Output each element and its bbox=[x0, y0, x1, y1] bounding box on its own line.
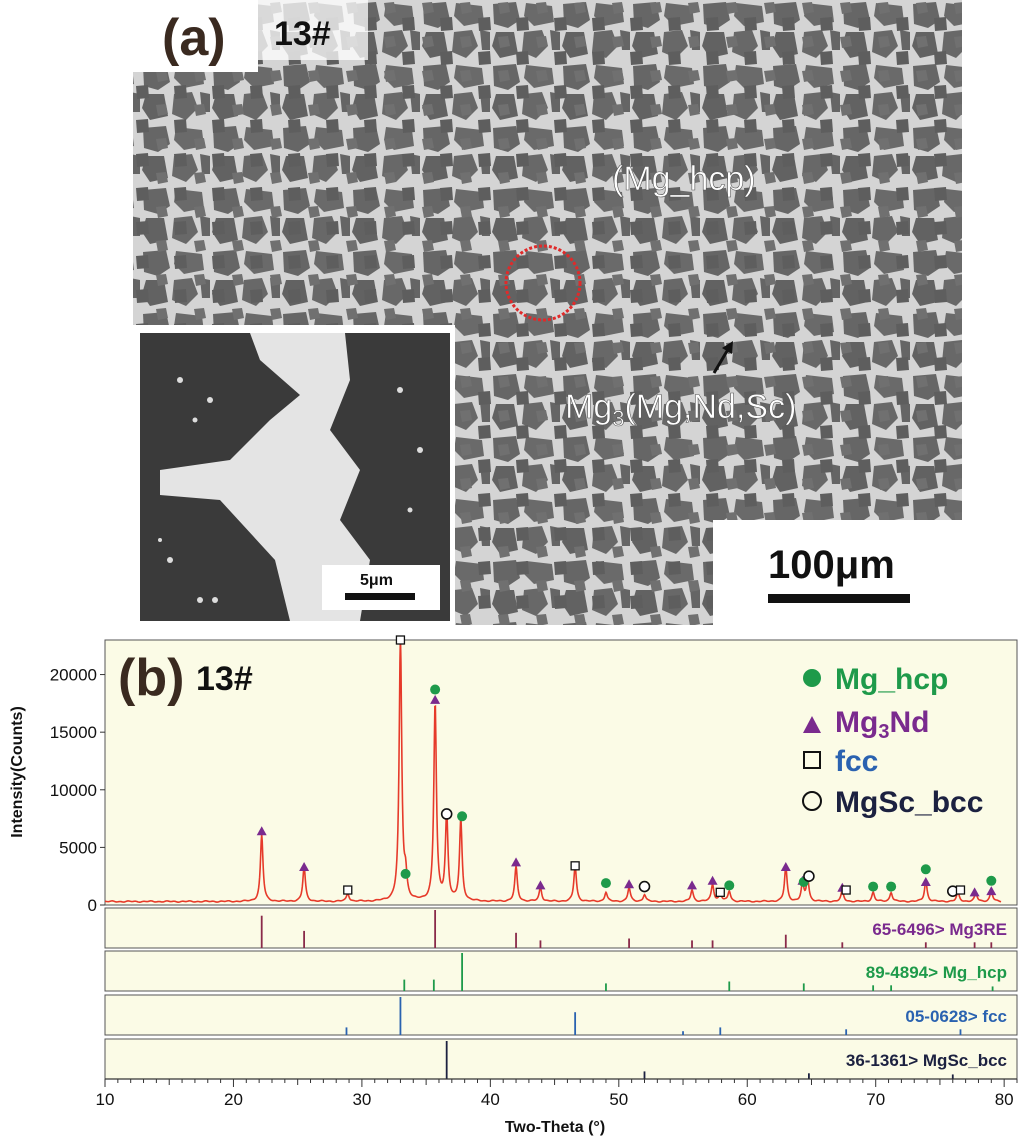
marker-mg-hcp bbox=[430, 684, 441, 695]
y-tick-label: 0 bbox=[88, 896, 97, 915]
marker-mg3nd bbox=[969, 887, 980, 897]
marker-mg3nd bbox=[920, 876, 931, 886]
y-axis-label: Intensity(Counts) bbox=[9, 706, 26, 838]
legend-marker-fcc bbox=[803, 751, 821, 769]
reference-label: 65-6496> Mg3RE bbox=[872, 920, 1007, 939]
y-tick-label: 15000 bbox=[50, 723, 97, 742]
x-tick-label: 30 bbox=[352, 1090, 371, 1109]
marker-fcc bbox=[343, 885, 353, 895]
marker-mg-hcp bbox=[600, 878, 611, 889]
phase-label-mg3: Mg3(Mg,Nd,Sc) bbox=[565, 388, 796, 431]
reference-label: 05-0628> fcc bbox=[905, 1007, 1007, 1026]
x-tick-label: 70 bbox=[866, 1090, 885, 1109]
marker-fcc bbox=[841, 885, 851, 895]
marker-mg3nd bbox=[299, 861, 310, 871]
inset-scale-bar bbox=[345, 593, 415, 600]
y-tick-label: 20000 bbox=[50, 666, 97, 685]
x-axis-label: Two-Theta (°) bbox=[505, 1119, 605, 1136]
legend-marker-mg3nd bbox=[803, 716, 821, 733]
marker-fcc bbox=[395, 635, 406, 645]
inset-scale-label: 5μm bbox=[360, 572, 393, 589]
marker-fcc bbox=[715, 887, 725, 897]
scale-bar-label: 100μm bbox=[768, 543, 895, 587]
marker-mg3nd bbox=[780, 861, 791, 871]
x-tick-label: 20 bbox=[224, 1090, 243, 1109]
x-tick-label: 10 bbox=[96, 1090, 115, 1109]
reference-panel bbox=[104, 950, 1018, 992]
reference-patterns: 65-6496> Mg3RE 89-4894> Mg_hcp 05-0628> fc… bbox=[104, 907, 1018, 1080]
phase-markers bbox=[256, 635, 997, 897]
reference-panel bbox=[104, 907, 1018, 949]
legend-marker-bcc bbox=[802, 791, 822, 811]
marker-mgsc-bcc bbox=[440, 808, 453, 820]
legend-label-fcc: fcc bbox=[835, 745, 878, 778]
scale-bar bbox=[768, 594, 910, 603]
marker-mg3nd bbox=[687, 880, 698, 890]
marker-fcc bbox=[955, 885, 966, 895]
marker-mg-hcp bbox=[400, 868, 411, 879]
pointer-arrowhead bbox=[722, 341, 733, 354]
axes: 0 5000 10000 15000 20000 10 20 30 40 50 60 70 80 bbox=[50, 666, 1018, 1109]
panel-a-label: (a) bbox=[162, 9, 226, 67]
marker-mg3nd bbox=[256, 826, 267, 836]
reference-label: 36-1361> MgSc_bcc bbox=[846, 1051, 1007, 1070]
marker-mg3nd bbox=[986, 886, 997, 896]
reference-panel bbox=[104, 994, 1018, 1036]
legend-label-bcc: MgSc_bcc bbox=[835, 786, 983, 819]
x-tick-label: 50 bbox=[609, 1090, 628, 1109]
plot-area bbox=[104, 639, 1018, 906]
reference-panel bbox=[104, 1038, 1018, 1080]
marker-mg-hcp bbox=[724, 880, 735, 891]
y-tick-label: 10000 bbox=[50, 781, 97, 800]
panel-b-sample-label: 13# bbox=[196, 660, 253, 698]
x-tick-label: 40 bbox=[481, 1090, 500, 1109]
legend-marker-hcp bbox=[803, 669, 821, 687]
marker-mg3nd bbox=[535, 880, 546, 890]
marker-mgsc-bcc bbox=[803, 870, 815, 882]
xrd-pattern bbox=[104, 635, 1002, 903]
marker-mg3nd bbox=[707, 875, 718, 885]
marker-mg-hcp bbox=[920, 864, 931, 875]
marker-mg3nd bbox=[430, 694, 441, 704]
reference-label: 89-4894> Mg_hcp bbox=[866, 963, 1007, 982]
x-tick-label: 80 bbox=[995, 1090, 1014, 1109]
xrd-line bbox=[104, 635, 1002, 903]
marker-mg-hcp bbox=[457, 811, 468, 822]
legend: Mg_hcp Mg3Nd fcc MgSc_bcc bbox=[802, 663, 983, 819]
panel-a-sample-label: 13# bbox=[274, 15, 331, 53]
inset-micrograph: 5μm bbox=[133, 325, 455, 625]
highlight-circle bbox=[504, 244, 582, 322]
marker-mgsc-bcc bbox=[638, 880, 651, 893]
x-tick-label: 60 bbox=[738, 1090, 757, 1109]
phase-label-hcp: (Mg_hcp) bbox=[612, 160, 756, 198]
marker-mg3nd bbox=[511, 857, 522, 867]
panel-b-label: (b) bbox=[118, 649, 184, 707]
marker-fcc bbox=[570, 861, 580, 871]
y-tick-label: 5000 bbox=[59, 838, 97, 857]
marker-mg-hcp bbox=[868, 881, 879, 892]
legend-label-mg3nd: Mg3Nd bbox=[835, 706, 929, 743]
legend-label-hcp: Mg_hcp bbox=[835, 663, 948, 696]
marker-mg3nd bbox=[624, 879, 635, 889]
marker-mg-hcp bbox=[986, 875, 997, 886]
marker-mg-hcp bbox=[886, 881, 897, 892]
